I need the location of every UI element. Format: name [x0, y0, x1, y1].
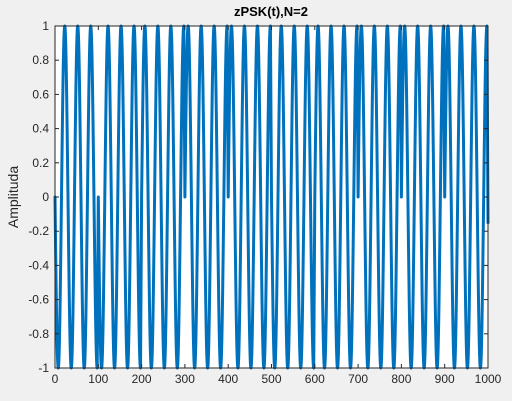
y-axis-ticks: -1 -0.8 -0.6 -0.4 -0.2 0 0.2 0.4 0.6 0.8 1 [28, 19, 488, 375]
y-tick-label: 0.2 [32, 156, 49, 170]
x-axis-ticks: 0 100 200 300 400 500 600 700 800 900 1000 [52, 26, 502, 386]
x-tick-label: 800 [391, 372, 411, 386]
y-tick-label: 0.8 [32, 53, 49, 67]
x-tick-label: 100 [88, 372, 108, 386]
x-tick-label: 700 [348, 372, 368, 386]
x-tick-label: 600 [305, 372, 325, 386]
y-tick-label: 0.6 [32, 87, 49, 101]
x-tick-label: 1000 [475, 372, 502, 386]
y-tick-label: 0 [42, 190, 49, 204]
series-layer [53, 24, 490, 370]
y-tick-label: 0.4 [32, 122, 49, 136]
y-tick-label: -0.6 [28, 293, 49, 307]
series-line-1 [53, 24, 490, 370]
y-tick-label: 1 [42, 19, 49, 33]
y-tick-label: -0.4 [28, 258, 49, 272]
y-tick-label: -1 [38, 361, 49, 375]
x-tick-label: 200 [132, 372, 152, 386]
x-tick-label: 400 [218, 372, 238, 386]
x-tick-label: 500 [261, 372, 281, 386]
x-tick-label: 0 [52, 372, 59, 386]
y-tick-label: -0.8 [28, 327, 49, 341]
y-axis-label: Amplituda [5, 166, 21, 228]
x-tick-label: 900 [435, 372, 455, 386]
y-tick-label: -0.2 [28, 224, 49, 238]
chart-title: zPSK(t),N=2 [234, 4, 308, 19]
x-tick-label: 300 [175, 372, 195, 386]
